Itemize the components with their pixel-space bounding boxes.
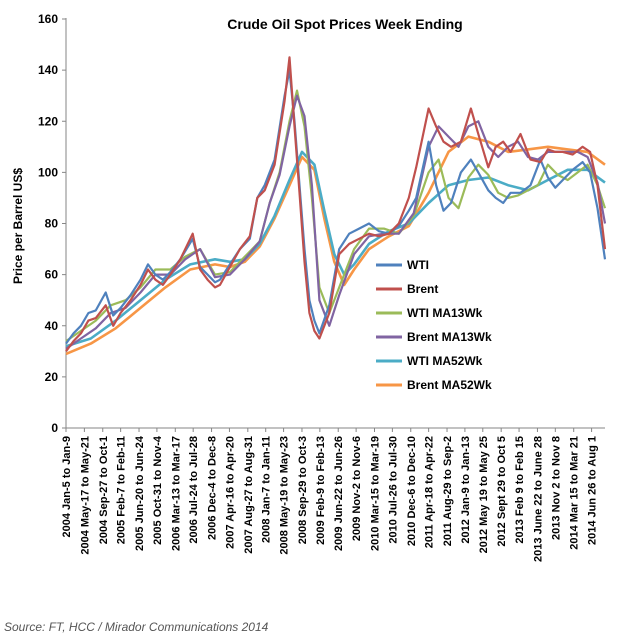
x-tick-label: 2009 Nov-2 to Nov-6 — [351, 436, 363, 541]
series-line-wti-ma52wk — [65, 150, 606, 348]
x-tick-label: 2004 Sep-27 to Oct-1 — [98, 436, 110, 544]
x-tick-label: 2012 Sept 29 to Oct 5 — [496, 436, 508, 547]
x-tick-label: 2012 May 19 to May 25 — [478, 436, 490, 553]
legend-label: Brent MA52Wk — [407, 378, 492, 392]
x-tick-label: 2013 Feb 9 to Feb 15 — [514, 436, 526, 544]
series-line-brent — [65, 56, 607, 352]
x-tick-label: 2007 Apr-16 to Apr-20 — [224, 436, 236, 549]
legend-label: WTI MA13Wk — [407, 306, 483, 320]
x-tick-label: 2005 Oct-31 to Nov-4 — [152, 435, 164, 545]
y-tick-label: 160 — [38, 12, 58, 26]
x-tick-label: 2010 Jul-26 to Jul-30 — [387, 436, 399, 544]
x-tick-label: 2013 June 22 to June 28 — [532, 436, 544, 562]
y-axis-label: Price per Barrel US$ — [11, 168, 25, 284]
x-tick-label: 2011 Apr-18 to Apr-22 — [424, 436, 436, 548]
legend-label: WTI — [407, 258, 429, 272]
x-tick-label: 2004 Jan-5 to Jan-9 — [61, 436, 73, 538]
y-tick-label: 100 — [38, 165, 58, 179]
source-note: Source: FT, HCC / Mirador Communications… — [4, 620, 269, 634]
legend-label: Brent — [407, 282, 438, 296]
x-tick-label: 2012 Jan-9 to Jan-13 — [460, 436, 472, 544]
x-tick-label: 2009 Feb-9 to Feb-13 — [315, 436, 327, 545]
x-tick-label: 2014 Jun 26 to Aug 1 — [587, 436, 599, 545]
legend-label: WTI MA52Wk — [407, 354, 483, 368]
x-tick-label: 2009 Jun-22 to Jun-26 — [333, 436, 345, 551]
x-tick-label: 2011 Aug-29 to Sep-2 — [442, 436, 454, 546]
chart-title: Crude Oil Spot Prices Week Ending — [227, 16, 462, 32]
x-tick-label: 2014 Mar 15 to Mar 21 — [569, 436, 581, 550]
y-tick-label: 40 — [45, 319, 59, 333]
x-tick-label: 2013 Nov 2 to Nov 8 — [550, 436, 562, 540]
y-tick-label: 20 — [45, 370, 59, 384]
x-tick-label: 2004 May-17 to May-21 — [79, 436, 91, 555]
x-tick-label: 2006 Mar-13 to Mar-17 — [170, 436, 182, 551]
x-tick-label: 2008 Jan-7 to Jan-11 — [261, 436, 273, 543]
y-tick-label: 80 — [45, 217, 59, 231]
x-tick-label: 2010 Mar-15 to Mar-19 — [369, 436, 381, 551]
series-line-wti — [65, 68, 607, 345]
legend-label: Brent MA13Wk — [407, 330, 492, 344]
x-tick-label: 2005 Feb-7 to Feb-11 — [116, 436, 128, 544]
series-line-brent-ma13wk — [65, 94, 607, 350]
x-tick-label: 2005 Jun-20 to Jun-24 — [134, 435, 146, 551]
y-tick-label: 140 — [38, 63, 58, 77]
x-tick-label: 2008 May-19 to May-23 — [279, 436, 291, 555]
x-tick-label: 2007 Aug-27 to Aug-31 — [243, 436, 255, 554]
y-tick-label: 60 — [45, 268, 59, 282]
y-tick-label: 120 — [38, 114, 58, 128]
x-tick-label: 2010 Dec-6 to Dec-10 — [406, 436, 418, 546]
x-tick-label: 2008 Sep-29 to Oct-3 — [297, 436, 309, 544]
x-tick-label: 2006 Dec-4 to Dec-8 — [207, 436, 219, 540]
series-line-brent-ma52wk — [65, 135, 606, 356]
x-tick-label: 2006 Jul-24 to Jul-28 — [188, 436, 200, 544]
y-tick-label: 0 — [51, 421, 58, 435]
